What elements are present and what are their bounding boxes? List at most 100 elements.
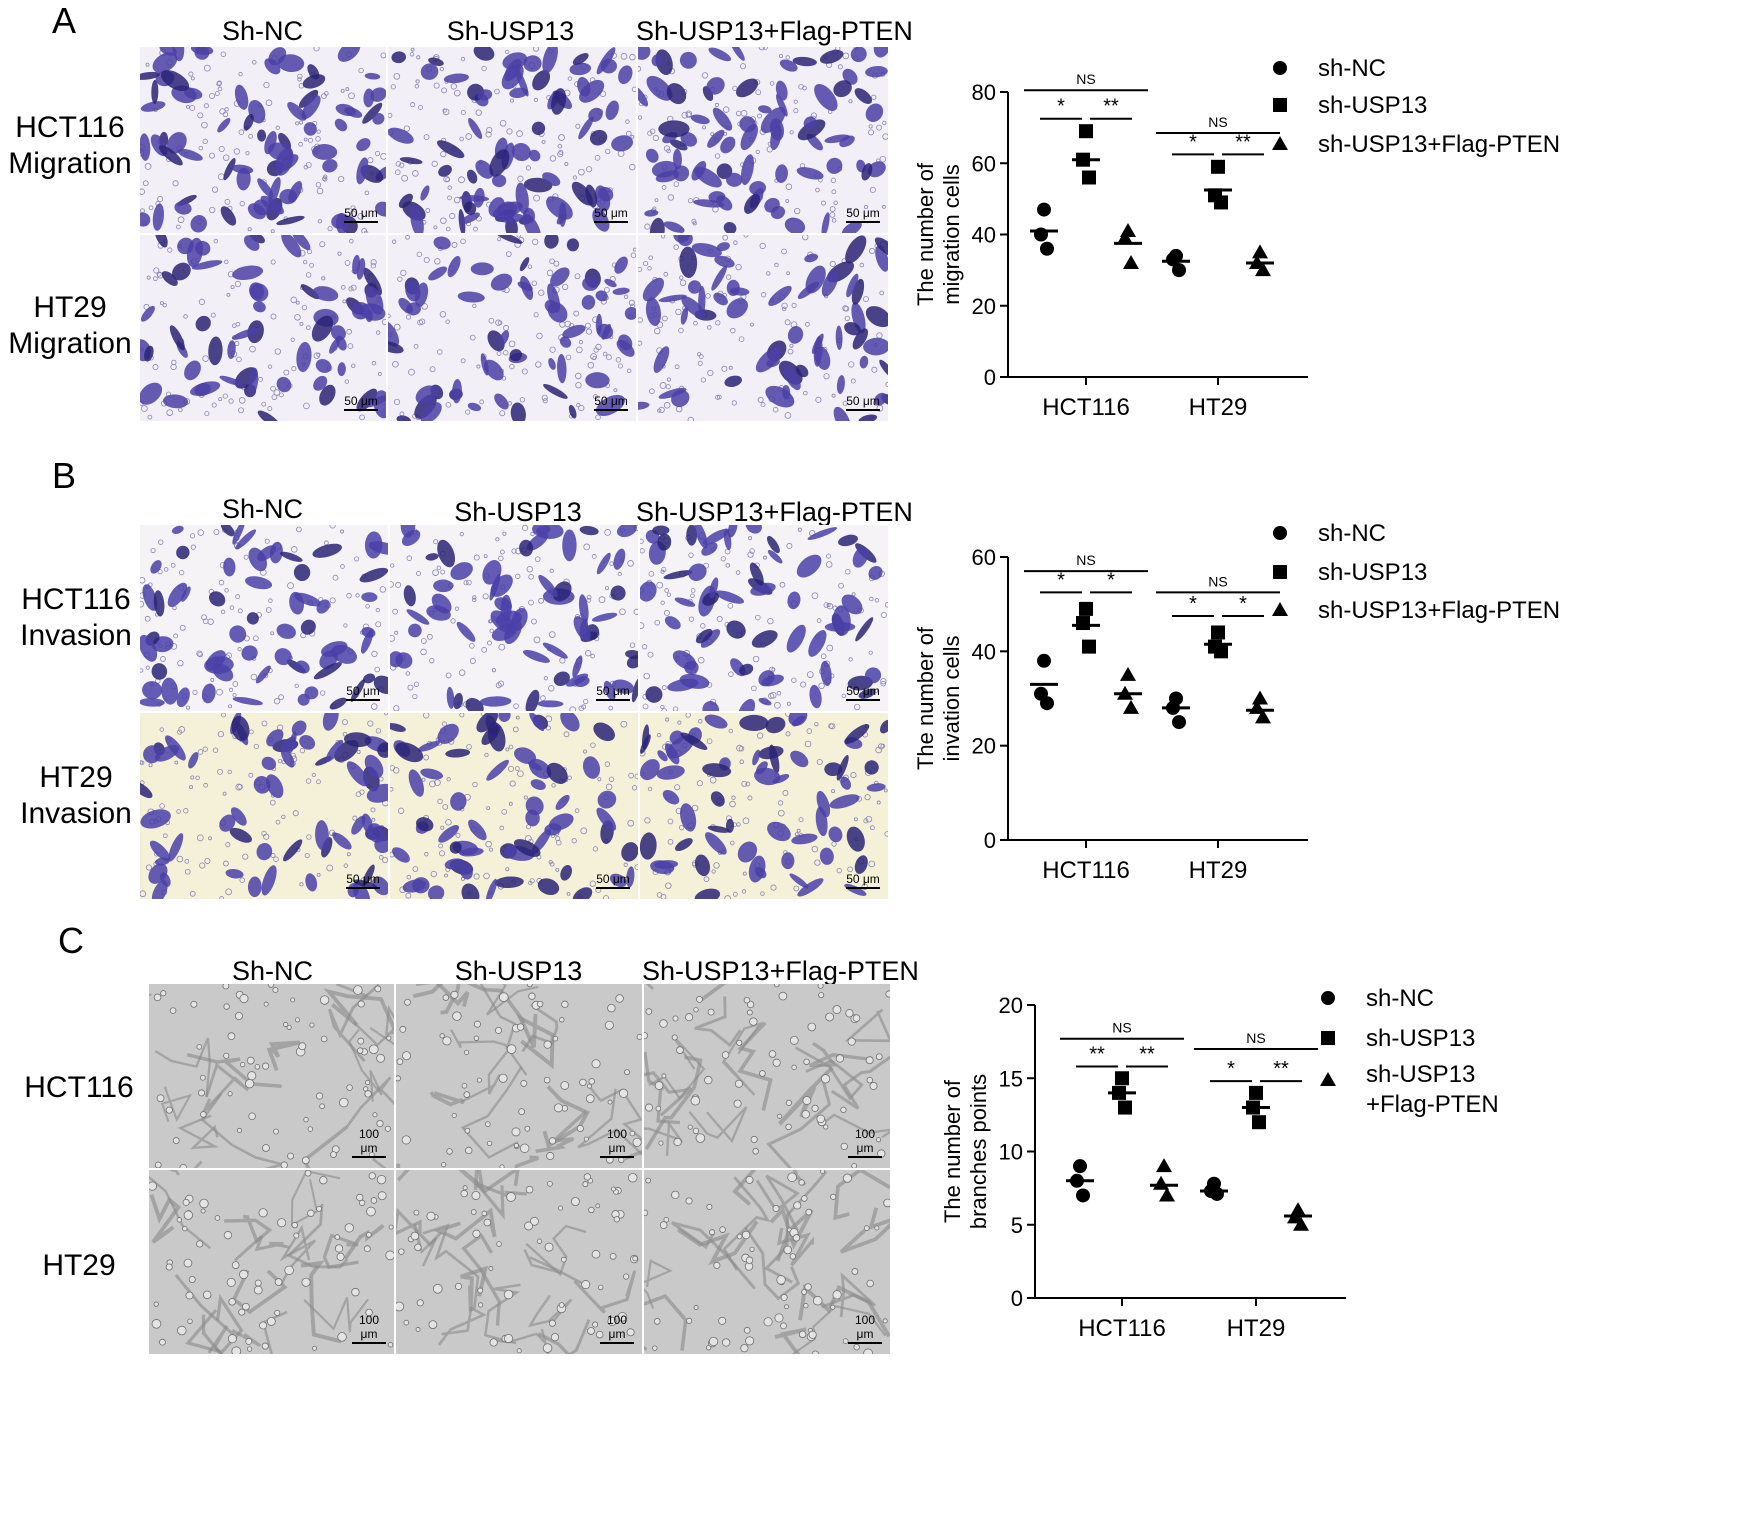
scale-bar-label: 50 μm: [846, 872, 880, 886]
y-tick-label: 40: [972, 223, 996, 248]
data-point-triangle: [1255, 262, 1271, 277]
micrograph-b-r2-c2: 50 μm: [390, 713, 638, 899]
scale-bar-label: 50 μm: [846, 206, 880, 220]
micrograph-c-r1-c3: 100 μm: [644, 984, 890, 1168]
scale-bar-line: [846, 221, 880, 223]
legend-label-line: sh-NC: [1318, 55, 1386, 82]
data-point-square: [1211, 625, 1225, 640]
scale-bar-label: 50 μm: [344, 206, 378, 220]
scale-bar: 100 μm: [848, 1127, 882, 1158]
col-head-b-1: Sh-NC: [221, 494, 303, 524]
y-tick-label: 20: [972, 294, 996, 319]
micrograph-c-r2-c3: 100 μm: [644, 1170, 890, 1354]
panel-letter-b: B: [52, 455, 77, 496]
micrograph-c-r2-c1: 100 μm: [149, 1170, 394, 1354]
y-axis-label-line: branches points: [966, 1074, 991, 1229]
scale-bar-label: 50 μm: [594, 394, 628, 408]
y-tick-label: 0: [984, 828, 996, 853]
significance-label: *: [1239, 593, 1247, 615]
data-point-triangle: [1123, 699, 1139, 714]
scale-bar-label: 50 μm: [594, 206, 628, 220]
scale-bar-label: 50 μm: [846, 394, 880, 408]
scale-bar-line: [352, 1342, 386, 1344]
legend-label: sh-NC: [1318, 520, 1386, 547]
row-label-c-1: HCT116: [24, 1071, 134, 1104]
scale-bar: 50 μm: [344, 394, 378, 411]
legend-marker-triangle: [1272, 136, 1288, 150]
scale-bar-line: [594, 221, 628, 223]
y-axis-label-line: migration cells: [939, 164, 964, 305]
scale-bar-label: 100 μm: [358, 1127, 380, 1155]
scale-bar: 50 μm: [846, 206, 880, 223]
significance-label: NS: [1208, 573, 1227, 589]
scale-bar-line: [594, 409, 628, 411]
data-point-triangle: [1156, 1158, 1172, 1173]
micrograph-b-r2-c1: 50 μm: [140, 713, 388, 899]
micrograph-c-r1-c1: 100 μm: [149, 984, 394, 1168]
data-point-triangle: [1159, 1187, 1175, 1202]
scale-bar-label: 50 μm: [846, 684, 880, 698]
scale-bar: 100 μm: [600, 1313, 634, 1344]
data-point-circle: [1073, 1159, 1087, 1174]
legend-label: sh-NC: [1318, 55, 1386, 82]
col-head-c-1: Sh-NC: [231, 956, 313, 986]
data-point-square: [1252, 1115, 1266, 1130]
data-point-circle: [1040, 241, 1054, 256]
scale-bar-line: [344, 409, 378, 411]
data-point-square: [1115, 1071, 1129, 1086]
row-label-b-1: HCT116 Invasion: [20, 583, 132, 652]
data-point-triangle: [1120, 666, 1136, 681]
data-point-circle: [1037, 653, 1051, 668]
micrograph-a-r2-c1: 50 μm: [140, 235, 386, 421]
data-point-square: [1118, 1100, 1132, 1115]
significance-label: *: [1057, 569, 1065, 591]
scale-bar-line: [848, 1156, 882, 1158]
micrograph-b-r1-c1: 50 μm: [140, 525, 388, 711]
scale-bar-label: 100 μm: [854, 1127, 876, 1155]
y-tick-label: 5: [1011, 1213, 1023, 1238]
scale-bar-line: [346, 699, 380, 701]
scale-bar-label: 100 μm: [358, 1313, 380, 1341]
chart-panel-c: 0 5 10 15 20 The number ofbranches points HCT1…: [940, 985, 1499, 1342]
legend-label-line: sh-USP13+Flag-PTEN: [1318, 131, 1560, 158]
scale-bar-line: [600, 1156, 634, 1158]
scale-bar-label: 100 μm: [606, 1313, 628, 1341]
scale-bar-label: 50 μm: [596, 684, 630, 698]
row-label-a-2: HT29 Migration: [8, 291, 132, 360]
y-tick-label: 0: [1011, 1286, 1023, 1311]
scale-bar-label: 50 μm: [596, 872, 630, 886]
legend-marker-circle: [1321, 991, 1335, 1005]
panel-letter-c: C: [58, 920, 84, 961]
data-point-square: [1214, 644, 1228, 659]
scale-bar: 50 μm: [846, 684, 880, 701]
scale-bar-label: 100 μm: [854, 1313, 876, 1341]
data-point-square: [1249, 1085, 1263, 1100]
data-point-circle: [1166, 252, 1180, 267]
legend-label: sh-USP13+Flag-PTEN: [1318, 131, 1560, 158]
y-tick-label: 15: [999, 1066, 1023, 1091]
legend-label-line: sh-NC: [1366, 985, 1434, 1012]
scale-bar: 100 μm: [848, 1313, 882, 1344]
scale-bar-label: 100 μm: [606, 1127, 628, 1155]
significance-label: **: [1103, 96, 1119, 118]
col-head-b-3: Sh-USP13+Flag-PTEN: [636, 497, 913, 527]
data-point-triangle: [1252, 244, 1268, 259]
y-tick-label: 0: [984, 365, 996, 390]
row-label-b-2: HT29 Invasion: [20, 761, 132, 830]
data-point-triangle: [1252, 690, 1268, 705]
scale-bar-line: [346, 887, 380, 889]
y-axis-label: The number ofmigration cells: [913, 162, 964, 306]
data-point-square: [1076, 616, 1090, 631]
legend-label-line: sh-USP13: [1318, 92, 1427, 119]
legend-label: sh-USP13: [1318, 559, 1427, 586]
scale-bar-line: [846, 699, 880, 701]
data-point-circle: [1172, 715, 1186, 730]
scale-bar: 100 μm: [352, 1313, 386, 1344]
data-point-circle: [1037, 202, 1051, 217]
y-axis-label: The number ofbranches points: [940, 1074, 991, 1229]
col-head-b-2: Sh-USP13: [454, 497, 582, 527]
data-point-square: [1079, 124, 1093, 139]
data-point-square: [1082, 639, 1096, 654]
significance-label: NS: [1246, 1030, 1265, 1046]
scale-bar: 50 μm: [596, 872, 630, 889]
